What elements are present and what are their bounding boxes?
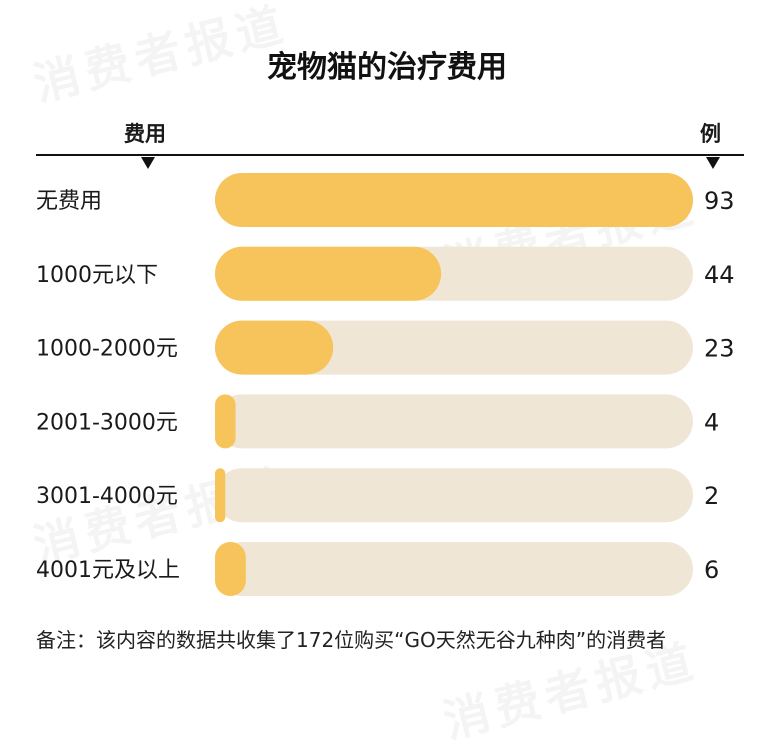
bar-track bbox=[215, 394, 693, 449]
value-label: 2 bbox=[704, 482, 719, 510]
bar bbox=[215, 320, 334, 375]
value-column-header: 例 bbox=[700, 122, 721, 146]
value-label: 93 bbox=[704, 187, 735, 215]
chart-title: 宠物猫的治疗费用 bbox=[267, 50, 507, 85]
bar bbox=[215, 542, 246, 596]
footnote: 备注：该内容的数据共收集了172位购买“GO天然无谷九种肉”的消费者 bbox=[36, 628, 667, 652]
category-label: 1000元以下 bbox=[36, 263, 158, 288]
value-label: 23 bbox=[704, 335, 735, 363]
value-header-arrow-icon bbox=[706, 157, 720, 169]
bar bbox=[215, 468, 226, 523]
category-label: 3001-4000元 bbox=[36, 484, 178, 509]
bar-chart: 无费用 93 1000元以下 44 1000-2000元 23 2001-3000元 4 300… bbox=[36, 173, 735, 596]
bar-track bbox=[215, 320, 693, 375]
bar bbox=[215, 173, 693, 227]
bar bbox=[215, 394, 236, 449]
category-label: 4001元及以上 bbox=[36, 558, 180, 583]
value-label: 44 bbox=[704, 261, 735, 289]
category-label: 1000-2000元 bbox=[36, 337, 178, 362]
category-header-arrow-icon bbox=[141, 157, 155, 169]
value-label: 6 bbox=[704, 556, 719, 584]
category-column-header: 费用 bbox=[124, 122, 166, 146]
header-rule bbox=[36, 154, 744, 156]
bar bbox=[215, 246, 442, 301]
category-label: 无费用 bbox=[36, 189, 102, 214]
value-label: 4 bbox=[704, 408, 719, 436]
bar-track bbox=[215, 542, 693, 596]
category-label: 2001-3000元 bbox=[36, 410, 178, 435]
bar-track bbox=[215, 468, 693, 523]
